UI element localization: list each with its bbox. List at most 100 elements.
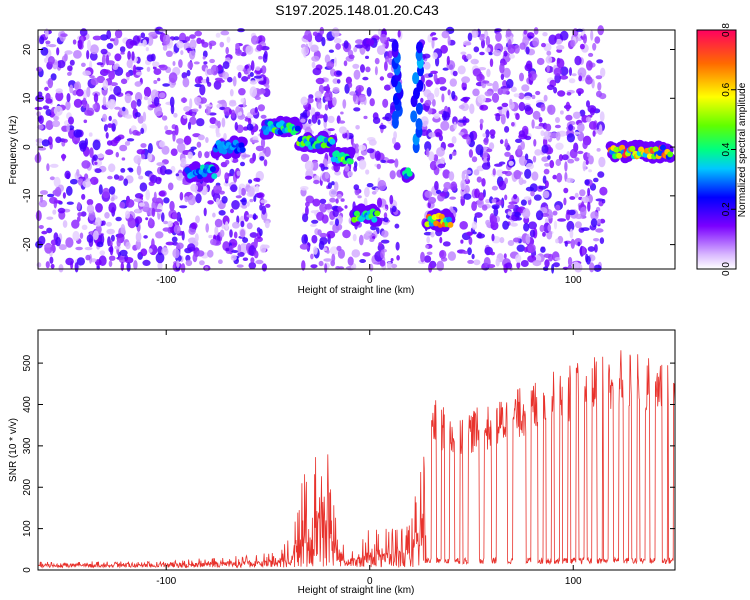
noise-speck xyxy=(340,198,345,202)
noise-speck xyxy=(599,237,605,245)
noise-speck xyxy=(493,207,499,217)
noise-speck xyxy=(133,155,142,164)
noise-speck xyxy=(164,125,169,131)
noise-speck xyxy=(110,197,115,202)
noise-speck xyxy=(45,109,53,116)
noise-speck xyxy=(207,200,214,205)
noise-speck xyxy=(134,112,141,118)
noise-speck xyxy=(586,60,593,71)
noise-speck xyxy=(423,61,431,70)
noise-speck xyxy=(240,187,246,196)
noise-speck xyxy=(502,67,511,78)
noise-speck xyxy=(549,160,555,169)
noise-speck xyxy=(384,204,389,209)
noise-speck xyxy=(504,125,510,133)
noise-speck xyxy=(81,193,86,200)
noise-speck xyxy=(594,244,598,253)
noise-speck xyxy=(82,180,92,188)
noise-speck xyxy=(453,121,457,130)
noise-speck xyxy=(140,143,147,148)
noise-speck xyxy=(362,252,371,257)
noise-speck xyxy=(567,158,575,164)
noise-speck xyxy=(595,228,604,233)
noise-speck xyxy=(301,260,306,271)
noise-speck xyxy=(442,67,449,71)
noise-speck xyxy=(492,168,496,176)
noise-speck xyxy=(140,248,148,257)
noise-speck xyxy=(169,96,175,108)
noise-speck xyxy=(69,84,74,94)
noise-speck xyxy=(40,195,43,203)
noise-speck xyxy=(83,119,88,124)
noise-speck xyxy=(95,153,105,159)
noise-speck xyxy=(133,198,142,203)
noise-speck xyxy=(447,89,451,96)
noise-speck xyxy=(236,170,241,176)
noise-speck xyxy=(168,72,178,83)
noise-speck xyxy=(242,257,249,262)
noise-speck xyxy=(588,121,597,130)
noise-speck xyxy=(484,90,493,97)
noise-speck xyxy=(502,220,509,230)
noise-speck xyxy=(73,50,82,59)
noise-speck xyxy=(256,192,265,199)
y-tick-label: 500 xyxy=(22,354,33,371)
noise-speck xyxy=(53,176,61,188)
feature-blob xyxy=(667,151,674,158)
noise-speck xyxy=(442,169,451,179)
noise-speck xyxy=(254,106,258,114)
noise-speck xyxy=(190,146,197,150)
noise-speck xyxy=(172,248,180,259)
noise-speck xyxy=(570,238,575,249)
noise-speck xyxy=(93,93,99,103)
noise-speck xyxy=(581,246,586,256)
noise-speck xyxy=(311,219,319,224)
feature-blob xyxy=(646,153,653,160)
noise-speck xyxy=(584,179,590,186)
noise-speck xyxy=(486,157,490,162)
noise-speck xyxy=(148,31,158,37)
noise-speck xyxy=(490,251,495,256)
noise-speck xyxy=(466,53,472,60)
noise-speck xyxy=(460,239,464,244)
noise-speck xyxy=(194,30,202,37)
noise-speck xyxy=(86,204,95,214)
noise-speck xyxy=(202,56,206,60)
noise-speck xyxy=(590,218,598,228)
noise-speck xyxy=(543,131,551,138)
noise-speck xyxy=(489,58,494,67)
noise-speck xyxy=(248,179,253,184)
noise-speck xyxy=(552,210,558,216)
noise-speck xyxy=(222,61,230,70)
noise-speck xyxy=(542,190,550,199)
noise-speck xyxy=(393,142,401,151)
noise-speck xyxy=(507,240,515,246)
noise-speck xyxy=(110,234,115,242)
noise-speck xyxy=(525,186,535,192)
noise-speck xyxy=(504,138,508,148)
noise-speck xyxy=(251,35,259,45)
noise-speck xyxy=(314,111,321,116)
noise-speck xyxy=(574,262,583,273)
noise-speck xyxy=(65,237,74,248)
noise-speck xyxy=(513,194,518,200)
noise-speck xyxy=(481,178,486,187)
noise-speck xyxy=(81,224,88,230)
noise-speck xyxy=(324,104,329,111)
noise-speck xyxy=(348,54,355,60)
noise-speck xyxy=(101,220,106,226)
noise-speck xyxy=(515,113,520,120)
noise-speck xyxy=(329,221,334,226)
noise-speck xyxy=(47,78,54,89)
noise-speck xyxy=(451,90,456,100)
noise-speck xyxy=(570,39,576,48)
noise-speck xyxy=(158,190,166,197)
noise-speck xyxy=(333,181,339,192)
noise-speck xyxy=(162,227,171,232)
noise-speck xyxy=(76,216,81,222)
noise-speck xyxy=(524,153,529,161)
noise-speck xyxy=(208,234,213,239)
noise-speck xyxy=(394,158,399,168)
noise-speck xyxy=(300,112,309,118)
noise-speck xyxy=(170,104,175,115)
